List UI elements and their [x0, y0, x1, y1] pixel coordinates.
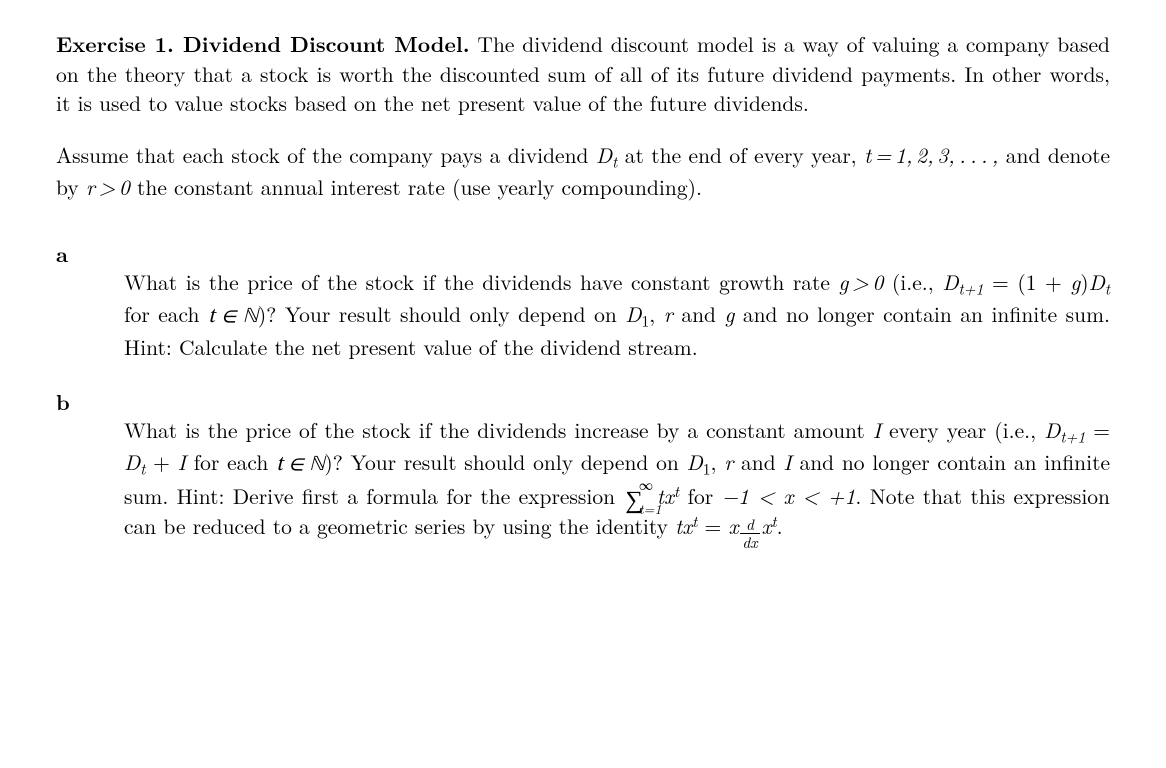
- b-Dt-D: D: [124, 447, 140, 477]
- intro-paragraph: Exercise 1. Dividend Discount Model. The…: [56, 30, 1110, 119]
- b-period: .: [777, 511, 783, 541]
- b-comma: ,: [711, 447, 725, 477]
- b-I2: I: [178, 447, 186, 477]
- part-b-label: b: [56, 386, 124, 418]
- assume-mid1: at the end of every year,: [617, 140, 864, 170]
- parts-container: a What is the price of the stock if the …: [56, 238, 1110, 550]
- assumption-paragraph: Assume that each stock of the company pa…: [56, 141, 1110, 202]
- exercise-page: Exercise 1. Dividend Discount Model. The…: [0, 0, 1166, 595]
- b-text-1: What is the price of the stock if the di…: [124, 415, 873, 445]
- assume-pre: Assume that each stock of the company pa…: [56, 140, 596, 170]
- fraction-ddx: ddx: [740, 517, 759, 551]
- b-id-rhs-x: x: [762, 511, 772, 541]
- b-r: r: [724, 447, 733, 477]
- part-b-body: What is the price of the stock if the di…: [124, 386, 1110, 550]
- part-b: b What is the price of the stock if the …: [56, 386, 1110, 550]
- b-id-x: x: [728, 511, 738, 541]
- b-and: and: [733, 447, 783, 477]
- b-I: I: [873, 415, 881, 445]
- sum-top: ∞: [639, 479, 653, 493]
- assume-mid3: the constant annual interest rate (use y…: [130, 172, 702, 202]
- frac-den: dx: [740, 534, 759, 550]
- a-g2: g: [724, 299, 734, 329]
- part-a: a What is the price of the stock if the …: [56, 238, 1110, 362]
- b-I3: I: [783, 447, 791, 477]
- a-Dtp1-sub: t+1: [959, 279, 984, 300]
- a-t-in-N: t ∈ ℕ: [208, 307, 258, 328]
- a-Dt-t: t: [1105, 279, 1110, 300]
- sum-bot: t=1: [639, 503, 662, 517]
- b-range: −1 < x < +1: [722, 481, 856, 511]
- a-and: and: [673, 299, 725, 329]
- a-r: r: [664, 299, 673, 329]
- b-D1-D: D: [687, 447, 703, 477]
- math-r-gt0: r > 0: [86, 172, 130, 202]
- part-a-label: a: [56, 238, 124, 270]
- b-sumexpr-x: x: [664, 481, 674, 511]
- a-q: )? Your result should only depend on: [258, 299, 625, 329]
- a-g: g: [1070, 267, 1080, 297]
- sum-symbol: ∑∞t=1: [625, 487, 643, 512]
- a-open: (i.e.,: [883, 267, 942, 297]
- b-text-2: every year (i.e.,: [881, 415, 1044, 445]
- a-foreach: for each: [124, 299, 208, 329]
- b-Dtp1-D: D: [1044, 415, 1060, 445]
- a-closeparen: ): [1080, 267, 1088, 297]
- a-eq: = (1 +: [983, 267, 1070, 297]
- b-id-lhs-x: x: [682, 511, 692, 541]
- b-for: for: [679, 481, 721, 511]
- b-D1-1: 1: [703, 458, 711, 479]
- b-q: )? Your result should only depend on: [324, 447, 686, 477]
- a-Dtp1-D: D: [942, 267, 958, 297]
- b-Dtp1-sub: t+1: [1060, 427, 1085, 448]
- math-t-eq: t = 1, 2, 3, . . . ,: [864, 140, 998, 170]
- b-plus: +: [145, 447, 177, 477]
- b-id-eq: =: [697, 511, 728, 541]
- a-math-g: g > 0: [839, 267, 884, 297]
- exercise-title: Exercise 1. Dividend Discount Model.: [56, 29, 470, 59]
- a-Dt-D: D: [1089, 267, 1105, 297]
- math-D: D: [596, 140, 612, 170]
- a-D1-D: D: [625, 299, 641, 329]
- b-foreach: for each: [186, 447, 276, 477]
- part-a-body: What is the price of the stock if the di…: [124, 238, 1110, 362]
- b-t-in-N: t ∈ ℕ: [276, 455, 324, 476]
- a-text-1: What is the price of the stock if the di…: [124, 267, 839, 297]
- a-comma: ,: [649, 299, 663, 329]
- b-eq: =: [1085, 415, 1110, 445]
